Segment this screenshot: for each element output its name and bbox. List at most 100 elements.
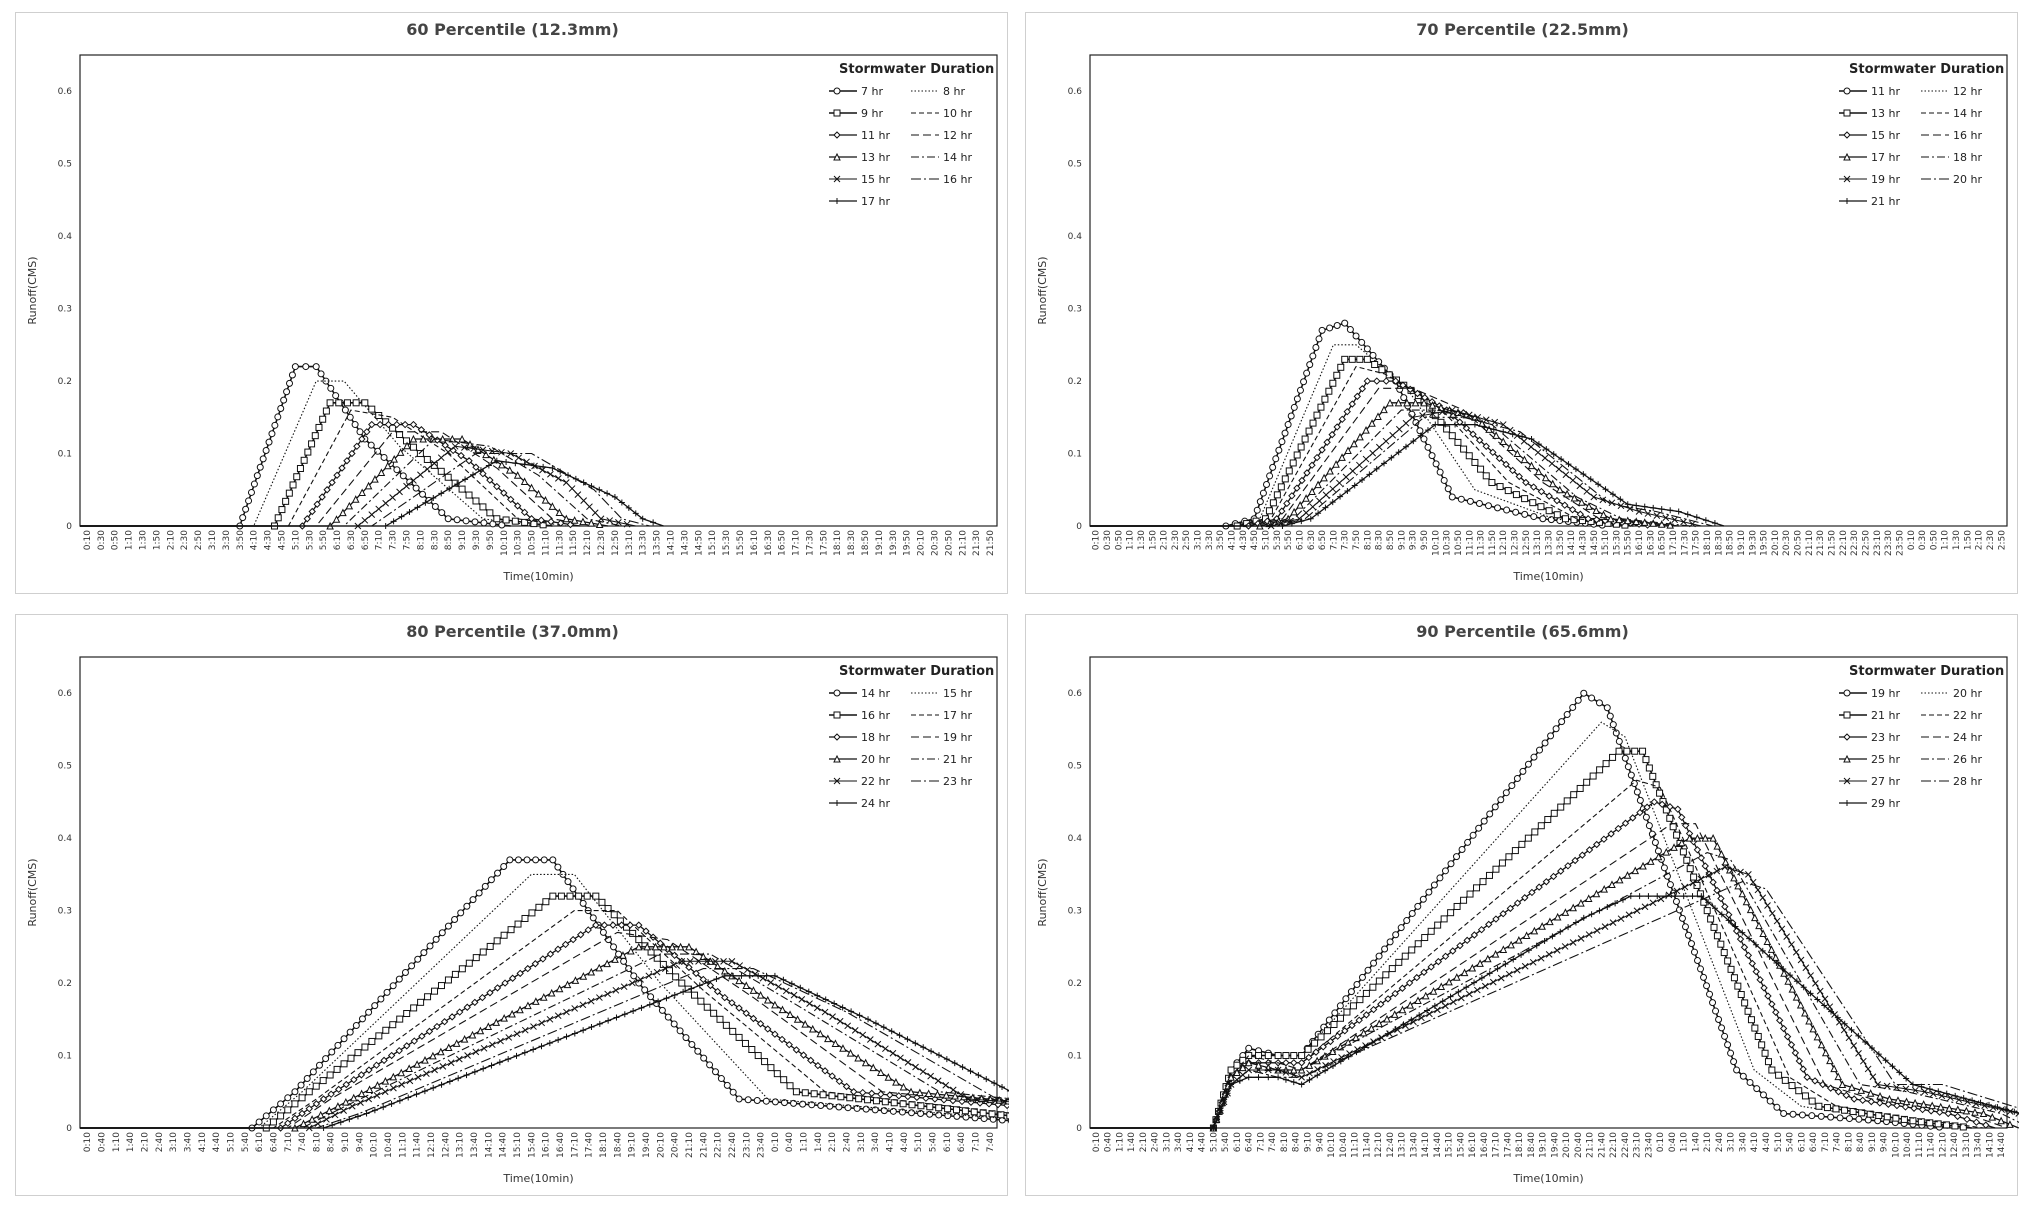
data-point bbox=[1713, 886, 1721, 895]
data-point bbox=[333, 471, 341, 479]
data-point bbox=[1962, 1106, 1971, 1115]
data-point bbox=[1569, 703, 1577, 711]
data-point bbox=[333, 1065, 341, 1073]
data-point bbox=[592, 892, 600, 900]
data-point bbox=[471, 998, 479, 1007]
data-point bbox=[293, 473, 301, 481]
data-point bbox=[1313, 411, 1321, 419]
x-tick-label: 2:10 bbox=[828, 1132, 838, 1152]
data-point bbox=[944, 1112, 952, 1120]
data-point bbox=[1386, 938, 1394, 946]
data-point bbox=[1356, 355, 1364, 363]
data-point bbox=[1502, 961, 1509, 968]
data-point bbox=[1233, 1068, 1241, 1076]
data-point bbox=[469, 896, 477, 904]
legend-title: Stormwater Duration bbox=[1849, 664, 2004, 679]
data-point bbox=[239, 514, 247, 522]
data-point bbox=[482, 450, 490, 459]
data-point bbox=[382, 499, 390, 507]
data-point bbox=[1282, 1059, 1290, 1067]
series-line-19hr bbox=[1090, 692, 1949, 1129]
data-point bbox=[1471, 421, 1478, 428]
data-point bbox=[1678, 914, 1686, 922]
y-axis-label: Runoff(CMS) bbox=[26, 256, 39, 324]
data-point bbox=[1288, 492, 1296, 500]
legend-marker bbox=[833, 733, 841, 741]
data-point bbox=[1909, 1117, 1917, 1125]
legend-title: Stormwater Duration bbox=[1849, 62, 2004, 77]
data-point bbox=[1599, 510, 1608, 519]
data-point bbox=[839, 1044, 847, 1052]
x-tick-label: 22:10 bbox=[1609, 1132, 1619, 1158]
y-tick-label: 0.4 bbox=[1068, 834, 1083, 844]
data-point bbox=[1764, 1058, 1772, 1066]
data-point bbox=[580, 497, 588, 504]
data-point bbox=[1662, 514, 1670, 522]
x-tick-label: 1:10 bbox=[125, 530, 135, 550]
data-point bbox=[405, 1064, 413, 1073]
data-point bbox=[1326, 1037, 1335, 1046]
data-point bbox=[1753, 1085, 1761, 1093]
x-tick-label: 11:10 bbox=[398, 1132, 408, 1158]
data-point bbox=[643, 942, 651, 951]
data-point bbox=[754, 1052, 762, 1060]
data-point bbox=[299, 1119, 308, 1128]
data-point bbox=[425, 1027, 434, 1036]
data-point bbox=[1926, 1119, 1934, 1127]
data-point bbox=[713, 962, 722, 970]
data-point bbox=[1742, 897, 1751, 906]
data-point bbox=[367, 441, 375, 449]
data-point bbox=[1665, 891, 1673, 899]
x-tick-label: 4:10 bbox=[1750, 1132, 1760, 1152]
data-point bbox=[1653, 512, 1661, 520]
legend-marker bbox=[833, 711, 841, 719]
data-point bbox=[1414, 940, 1422, 948]
data-point bbox=[1680, 518, 1687, 526]
x-tick-label: 10:30 bbox=[1443, 530, 1453, 556]
data-point bbox=[696, 982, 703, 989]
data-point bbox=[1631, 747, 1639, 755]
data-point bbox=[1505, 970, 1513, 978]
x-tick-label: 16:50 bbox=[1658, 530, 1668, 556]
data-point bbox=[480, 1065, 487, 1072]
x-tick-label: 12:10 bbox=[583, 530, 593, 556]
data-point bbox=[1766, 1097, 1774, 1105]
data-point bbox=[612, 986, 620, 994]
data-point bbox=[767, 1064, 775, 1072]
data-point bbox=[401, 420, 409, 429]
data-point bbox=[890, 1099, 898, 1107]
data-point bbox=[284, 1106, 292, 1114]
data-point bbox=[1730, 1058, 1738, 1066]
data-point bbox=[999, 1084, 1006, 1091]
data-point bbox=[323, 1115, 330, 1123]
data-point bbox=[603, 959, 611, 968]
data-point bbox=[416, 450, 424, 458]
data-point bbox=[303, 515, 311, 523]
data-point bbox=[403, 1042, 411, 1050]
data-point bbox=[1756, 976, 1764, 984]
data-point bbox=[1759, 1091, 1767, 1099]
data-point bbox=[431, 1066, 438, 1074]
x-tick-label: 1:40 bbox=[1127, 1132, 1137, 1152]
data-point bbox=[610, 943, 618, 951]
legend-label: 10 hr bbox=[943, 107, 972, 120]
data-point bbox=[626, 921, 634, 929]
data-point bbox=[500, 863, 508, 871]
x-tick-label: 14:10 bbox=[1985, 1132, 1995, 1158]
data-point bbox=[1561, 515, 1569, 523]
data-point bbox=[580, 1027, 587, 1034]
data-point bbox=[826, 1102, 834, 1110]
data-point bbox=[926, 1103, 934, 1111]
data-point bbox=[477, 467, 484, 474]
x-tick-label: 15:40 bbox=[527, 1132, 537, 1158]
data-point bbox=[670, 1020, 678, 1028]
data-point bbox=[521, 518, 529, 526]
data-point bbox=[1481, 982, 1489, 990]
x-tick-label: 7:10 bbox=[284, 1132, 294, 1152]
data-point bbox=[1558, 456, 1565, 463]
data-point bbox=[1528, 436, 1535, 443]
data-point bbox=[1392, 1025, 1399, 1032]
data-point bbox=[615, 519, 622, 526]
data-point bbox=[1841, 1020, 1848, 1027]
data-point bbox=[1428, 401, 1437, 409]
